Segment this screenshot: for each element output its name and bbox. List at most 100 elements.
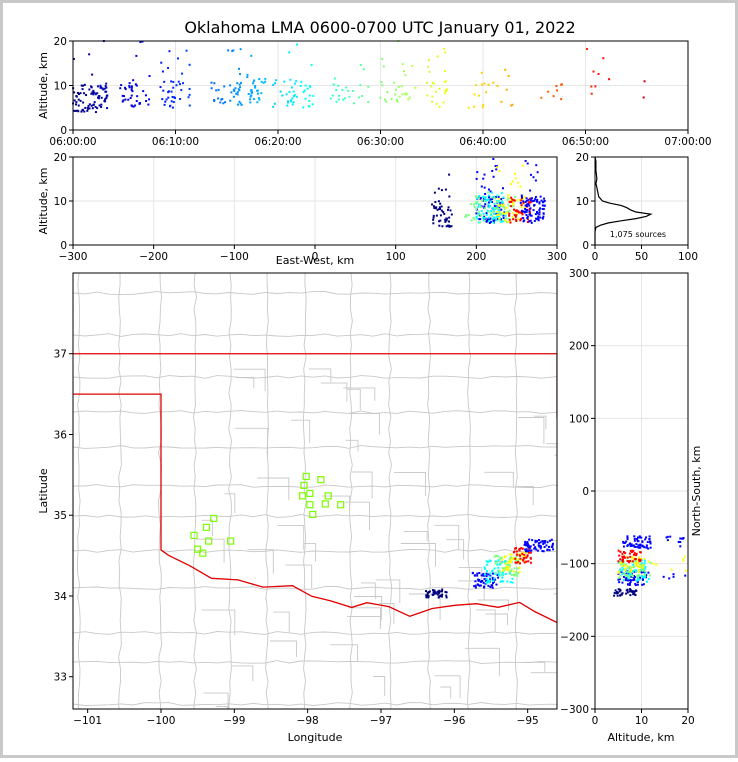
source-point (536, 540, 539, 543)
source-point (631, 590, 634, 593)
source-point (643, 573, 646, 576)
source-point (492, 81, 495, 84)
source-point (175, 84, 178, 87)
source-point (497, 215, 500, 218)
source-point (227, 49, 230, 52)
source-point (96, 96, 99, 99)
source-point (171, 96, 174, 99)
source-point (445, 596, 448, 599)
source-point (486, 219, 489, 222)
source-point (106, 107, 109, 110)
source-point (485, 582, 488, 585)
source-point (76, 109, 79, 112)
source-point (523, 555, 526, 558)
source-point (498, 562, 501, 565)
source-point (232, 88, 235, 91)
source-point (619, 568, 622, 571)
source-point (128, 86, 131, 89)
source-point (511, 180, 514, 183)
source-point (626, 591, 629, 594)
source-point (131, 90, 134, 93)
state-line (160, 549, 557, 623)
source-point (219, 101, 222, 104)
source-point (495, 583, 498, 586)
source-point (487, 573, 490, 576)
county-line (224, 493, 236, 514)
plan-view-points (425, 538, 555, 599)
source-point (621, 560, 624, 563)
source-point (485, 212, 488, 215)
source-point (359, 63, 362, 66)
source-point (522, 558, 525, 561)
source-point (238, 89, 241, 92)
source-point (165, 98, 168, 101)
source-point (135, 99, 138, 102)
source-point (493, 205, 496, 208)
source-point (525, 549, 528, 552)
source-point (91, 107, 94, 110)
source-point (82, 101, 85, 104)
source-point (445, 90, 448, 93)
source-point (517, 217, 520, 220)
source-point (438, 105, 441, 108)
source-point (443, 92, 446, 95)
source-point (662, 575, 665, 578)
source-point (521, 552, 524, 555)
source-point (509, 581, 512, 584)
source-point (239, 102, 242, 105)
county-line (400, 543, 436, 567)
source-point (311, 103, 314, 106)
source-point (445, 594, 448, 597)
source-point (379, 96, 382, 99)
source-point (299, 84, 302, 87)
source-point (485, 577, 488, 580)
county-line (446, 539, 465, 560)
source-point (539, 547, 542, 550)
source-point (545, 544, 548, 547)
source-point (474, 195, 477, 198)
source-point (536, 171, 539, 174)
source-point (646, 580, 649, 583)
source-point (602, 57, 605, 60)
tick-label: 37 (54, 349, 67, 361)
source-point (502, 580, 505, 583)
source-point (473, 585, 476, 588)
source-point (613, 591, 616, 594)
source-point (623, 560, 626, 563)
source-point (473, 574, 476, 577)
source-point (386, 91, 389, 94)
source-point (497, 555, 500, 558)
source-point (250, 90, 253, 93)
source-point (492, 209, 495, 212)
source-point (628, 583, 631, 586)
source-point (618, 578, 621, 581)
source-point (531, 200, 534, 203)
source-point (516, 559, 519, 562)
source-point (473, 218, 476, 221)
source-point (524, 540, 527, 543)
source-point (491, 576, 494, 579)
source-point (622, 551, 625, 554)
source-point (520, 209, 523, 212)
source-point (543, 197, 546, 200)
source-point (622, 568, 625, 571)
ew-altitude-panel: −300 −200 −100 0 100 200 300 0 10 20 Altitude, km… (37, 152, 567, 267)
source-point (523, 543, 526, 546)
source-point (188, 104, 191, 107)
source-point (447, 220, 450, 223)
source-point (524, 548, 527, 551)
source-point (482, 572, 485, 575)
source-point (514, 199, 517, 202)
source-point (432, 222, 435, 225)
source-point (560, 98, 563, 101)
source-point (250, 94, 253, 97)
source-point (438, 206, 441, 209)
station-marker (199, 549, 207, 557)
source-point (594, 85, 597, 88)
source-point (619, 558, 622, 561)
source-point (480, 214, 483, 217)
source-point (633, 553, 636, 556)
source-point (629, 575, 632, 578)
figure-title: Oklahoma LMA 0600-0700 UTC January 01, 2… (184, 18, 575, 37)
source-point (526, 555, 529, 558)
